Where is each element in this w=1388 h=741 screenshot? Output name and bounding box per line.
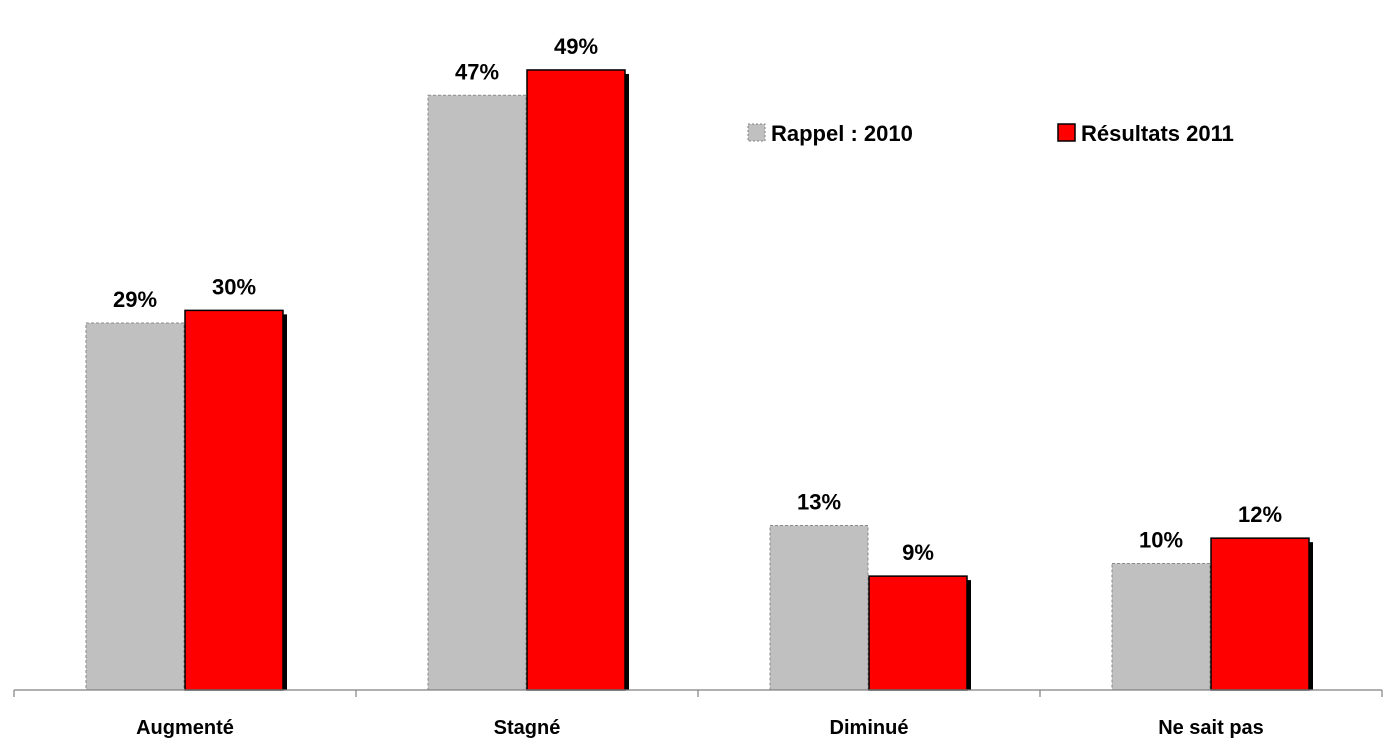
legend-label-series-2: Résultats 2011 — [1081, 121, 1234, 146]
data-label: 13% — [797, 490, 841, 515]
category-label: Diminué — [830, 717, 909, 739]
category-label: Ne sait pas — [1158, 717, 1264, 739]
data-label: 49% — [554, 34, 598, 59]
x-axis — [13, 689, 1383, 697]
bars-group — [85, 69, 1313, 691]
bar-series-2-1 — [526, 69, 626, 691]
data-label: 9% — [902, 540, 934, 565]
bar-series-1-0 — [85, 322, 185, 691]
category-label: Stagné — [494, 717, 561, 739]
data-label: 30% — [212, 274, 256, 299]
data-label: 10% — [1139, 527, 1183, 552]
legend: Rappel : 2010 Résultats 2011 — [747, 121, 1234, 146]
legend-entry-series-1: Rappel : 2010 — [747, 121, 913, 146]
legend-swatch-series-2 — [1057, 123, 1076, 142]
legend-label-series-1: Rappel : 2010 — [771, 121, 913, 146]
bar-series-2-3 — [1210, 537, 1310, 691]
category-label: Augmenté — [136, 717, 234, 739]
labels-group: 29% 30% Augmenté 47% 49% Stagné 13% 9% Diminué 10… — [113, 34, 1282, 739]
legend-swatch-series-1 — [747, 123, 766, 142]
bar-series-2-0 — [184, 309, 284, 691]
data-label: 12% — [1238, 502, 1282, 527]
legend-entry-series-2: Résultats 2011 — [1057, 121, 1234, 146]
data-label: 29% — [113, 287, 157, 312]
bar-series-1-1 — [427, 94, 527, 691]
bar-series-2-2 — [868, 575, 968, 691]
data-label: 47% — [455, 59, 499, 84]
bar-series-1-2 — [769, 525, 869, 691]
bar-series-1-3 — [1111, 562, 1211, 691]
